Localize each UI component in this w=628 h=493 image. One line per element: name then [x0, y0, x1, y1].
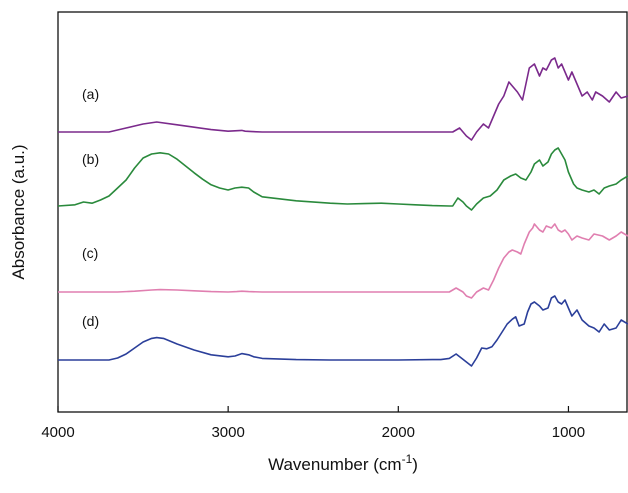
- x-axis-title: Wavenumber (cm-1): [268, 452, 418, 474]
- series-line-4: [58, 295, 628, 367]
- x-tick-label: 2000: [382, 424, 415, 441]
- x-axis: 4000 3000 2000 1000: [41, 406, 585, 441]
- series-layer: [57, 57, 628, 367]
- series-line-2: [57, 147, 628, 211]
- series-label-2: (b): [82, 151, 99, 167]
- series-label-4: (d): [82, 313, 99, 329]
- y-axis-title: Absorbance (a.u.): [9, 144, 28, 279]
- x-axis-title-main: Wavenumber (cm: [268, 455, 402, 474]
- plot-frame: [57, 11, 628, 413]
- x-tick-label: 3000: [211, 424, 244, 441]
- series-labels: (a) (b) (c) (d): [82, 86, 99, 329]
- x-axis-title-tail: ): [412, 455, 418, 474]
- series-label-1: (a): [82, 86, 99, 102]
- x-tick-label: 1000: [552, 424, 585, 441]
- x-axis-title-superscript: -1: [402, 452, 413, 466]
- series-line-1: [58, 57, 628, 141]
- series-label-3: (c): [82, 245, 98, 261]
- series-line-3: [58, 223, 628, 299]
- x-tick-label: 4000: [41, 424, 74, 441]
